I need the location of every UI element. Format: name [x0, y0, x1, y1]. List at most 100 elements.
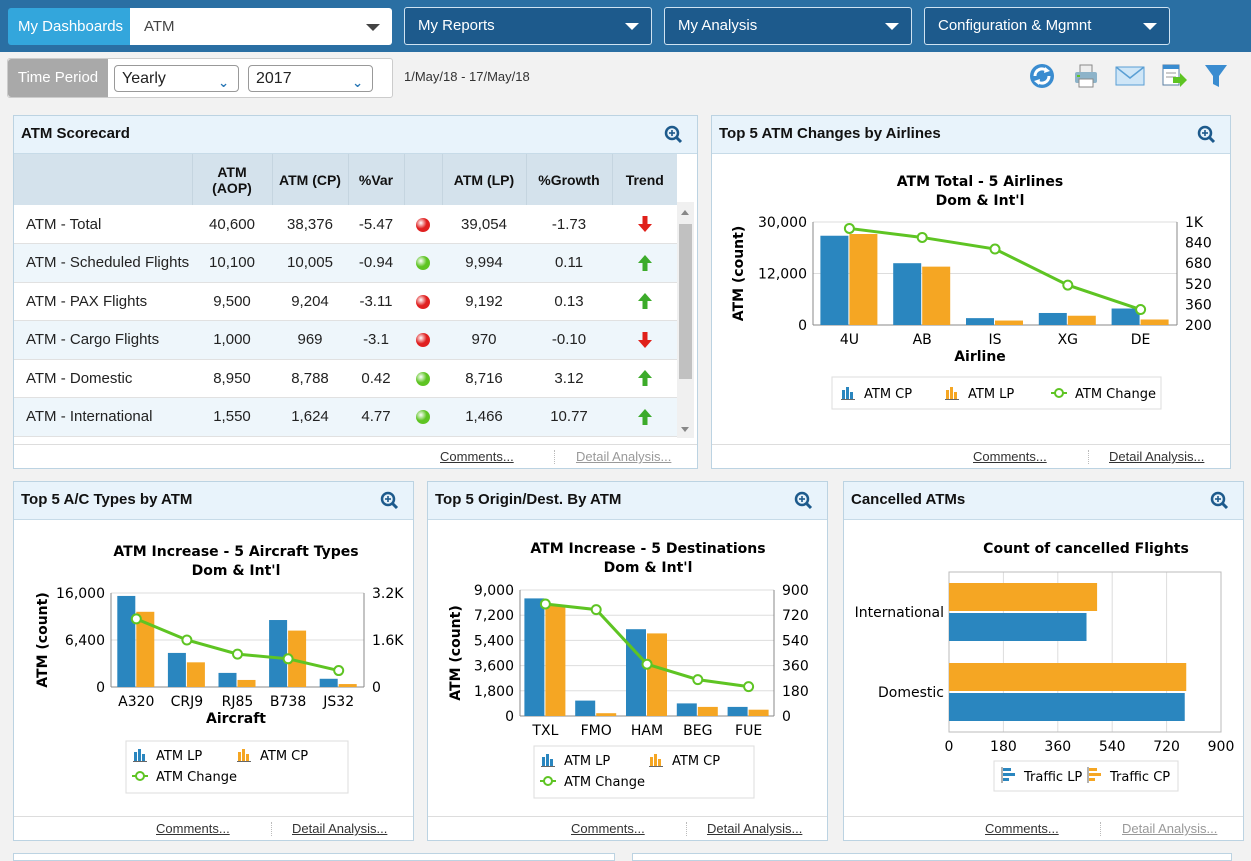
arrow-up-icon — [637, 370, 652, 387]
cell-status — [404, 205, 442, 244]
legend-icon-bar — [654, 754, 657, 766]
configuration-menu[interactable]: Configuration & Mgmnt — [924, 7, 1170, 45]
refresh-icon[interactable] — [1028, 62, 1056, 90]
chart-title: ATM Increase - 5 Destinations — [530, 541, 765, 557]
status-red-icon — [416, 217, 430, 232]
y2-tick-label: 0 — [372, 680, 381, 696]
row-name: ATM - Total — [14, 205, 192, 244]
detail-analysis-link[interactable]: Detail Analysis... — [1109, 449, 1205, 464]
legend-label: ATM Change — [1075, 387, 1156, 402]
cell-growth: 0.11 — [526, 243, 612, 283]
bar-atm-lp — [218, 672, 237, 687]
zoom-icon[interactable] — [1210, 491, 1229, 510]
legend-label: ATM CP — [260, 749, 308, 764]
arrow-shape — [637, 370, 652, 387]
comments-link[interactable]: Comments... — [973, 449, 1047, 464]
y2-tick-label: 1K — [1185, 215, 1204, 231]
table-row[interactable]: ATM - Cargo Flights 1,000 969 -3.1 970 -0.10 — [14, 320, 677, 360]
arrow-down-icon — [637, 331, 652, 348]
table-row[interactable]: ATM - Scheduled Flights 10,100 10,005 -0.94… — [14, 243, 677, 283]
period-select[interactable]: Yearly ⌄ — [114, 65, 239, 92]
x-axis-label: Airline — [954, 349, 1006, 365]
comments-link[interactable]: Comments... — [156, 821, 230, 836]
bar-atm-cp — [338, 684, 357, 687]
export-icon[interactable] — [1160, 62, 1188, 90]
bar-atm-lp — [1140, 319, 1169, 325]
legend-icon-bar — [1089, 768, 1097, 771]
detail-analysis-link[interactable]: Detail Analysis... — [576, 449, 672, 464]
bar-atm-lp — [1067, 315, 1096, 325]
cell-trend — [612, 205, 677, 244]
cell-growth: 10.77 — [526, 397, 612, 437]
footer-divider — [686, 822, 687, 836]
x-tick-label: HAM — [631, 723, 663, 739]
scorecard-scrollbar[interactable] — [677, 202, 694, 438]
y-tick-label: 30,000 — [758, 215, 807, 231]
time-period-filter: Time Period Yearly ⌄ 2017 ⌄ — [7, 58, 393, 98]
line-point — [539, 598, 551, 610]
series-line-atm-change — [849, 226, 1142, 311]
arrow-down-icon — [637, 216, 652, 233]
my-analysis-menu[interactable]: My Analysis — [664, 7, 912, 45]
filter-icon[interactable] — [1202, 62, 1230, 90]
comments-link[interactable]: Comments... — [440, 449, 514, 464]
scroll-thumb[interactable] — [679, 224, 692, 379]
dashboard-select[interactable]: ATM — [130, 8, 392, 45]
comments-link[interactable]: Comments... — [571, 821, 645, 836]
scroll-down-icon[interactable] — [681, 427, 689, 432]
y2-tick-label: 0 — [782, 709, 791, 725]
cell-cp: 38,376 — [272, 205, 348, 244]
footer-divider — [1100, 822, 1101, 836]
comments-link[interactable]: Comments... — [985, 821, 1059, 836]
legend-icon-bar — [546, 754, 549, 766]
print-icon[interactable] — [1072, 62, 1100, 90]
cell-var: -0.94 — [348, 243, 404, 283]
zoom-icon[interactable] — [794, 491, 813, 510]
cell-var: -5.47 — [348, 205, 404, 244]
line-point — [1062, 279, 1074, 291]
detail-analysis-link[interactable]: Detail Analysis... — [1122, 821, 1218, 836]
x-axis-label: Aircraft — [206, 711, 266, 727]
line-point — [590, 604, 602, 616]
cell-cp: 1,624 — [272, 397, 348, 437]
cell-lp: 39,054 — [442, 205, 526, 244]
bar-atm-lp — [319, 678, 338, 687]
my-dashboards-button[interactable]: My Dashboards — [8, 8, 130, 45]
zoom-icon[interactable] — [380, 491, 399, 510]
table-row[interactable]: ATM - Domestic 8,950 8,788 0.42 8,716 3.12 — [14, 359, 677, 398]
detail-analysis-link[interactable]: Detail Analysis... — [707, 821, 803, 836]
line-point — [1135, 304, 1147, 316]
table-row[interactable]: ATM - Total 40,600 38,376 -5.47 39,054 -1.73 — [14, 205, 677, 244]
line-point — [232, 648, 243, 660]
scroll-up-icon[interactable] — [681, 210, 689, 215]
email-icon[interactable] — [1114, 62, 1146, 90]
table-row[interactable]: ATM - International 1,550 1,624 4.77 1,466 10… — [14, 397, 677, 437]
legend-box — [831, 376, 1162, 410]
line-point — [181, 634, 193, 646]
caret-down-icon — [1143, 23, 1157, 30]
my-reports-menu[interactable]: My Reports — [404, 7, 652, 45]
airlines-chart-panel: Top 5 ATM Changes by Airlines ATM Total … — [711, 115, 1231, 469]
chart-subtitle: Dom & Int'l — [936, 193, 1025, 209]
panel-title: ATM Scorecard — [21, 125, 130, 142]
y-tick-label: 9,000 — [474, 583, 514, 599]
legend-marker-icon — [1054, 388, 1064, 398]
panel-header: ATM Scorecard — [14, 116, 697, 154]
cell-lp: 8,716 — [442, 359, 526, 398]
table-row[interactable]: ATM - PAX Flights 9,500 9,204 -3.11 9,192 0.1… — [14, 282, 677, 321]
legend-label: ATM LP — [156, 749, 202, 764]
bar-atm-cp — [647, 633, 667, 716]
arrow-up-icon — [637, 254, 652, 271]
panel-title: Top 5 Origin/Dest. By ATM — [435, 491, 622, 508]
year-select[interactable]: 2017 ⌄ — [248, 65, 373, 92]
legend-icon-bar — [242, 749, 245, 761]
zoom-icon[interactable] — [1197, 125, 1216, 144]
bar-atm-cp — [288, 630, 307, 687]
zoom-icon[interactable] — [664, 125, 683, 144]
status-red-icon — [416, 294, 430, 309]
table-header-row: ATM (AOP) ATM (CP) %Var ATM (LP) %Growth… — [14, 154, 677, 205]
year-select-value: 2017 — [256, 70, 292, 87]
cell-aop: 8,950 — [192, 359, 272, 398]
detail-analysis-link[interactable]: Detail Analysis... — [292, 821, 388, 836]
x-tick-label: 720 — [1153, 739, 1180, 755]
